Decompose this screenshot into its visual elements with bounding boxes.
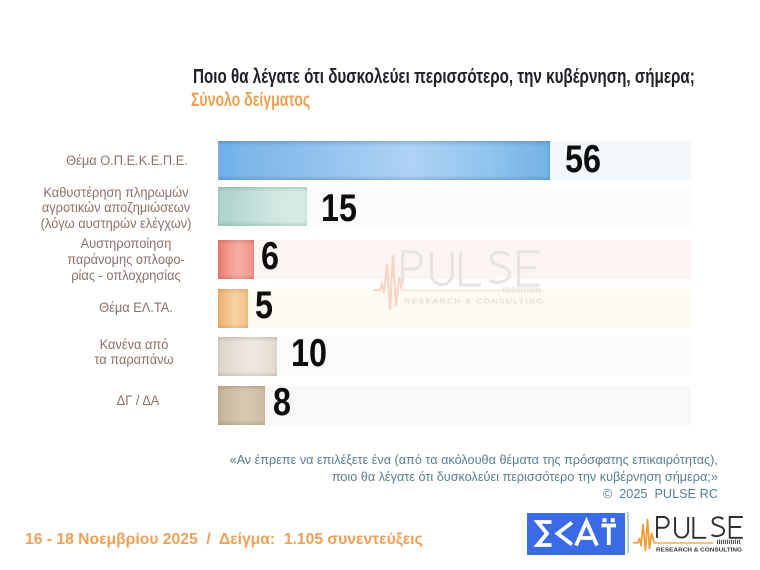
- svg-text:RESEARCH & CONSULTING: RESEARCH & CONSULTING: [656, 548, 742, 554]
- svg-text:RESEARCH & CONSULTING: RESEARCH & CONSULTING: [404, 297, 544, 306]
